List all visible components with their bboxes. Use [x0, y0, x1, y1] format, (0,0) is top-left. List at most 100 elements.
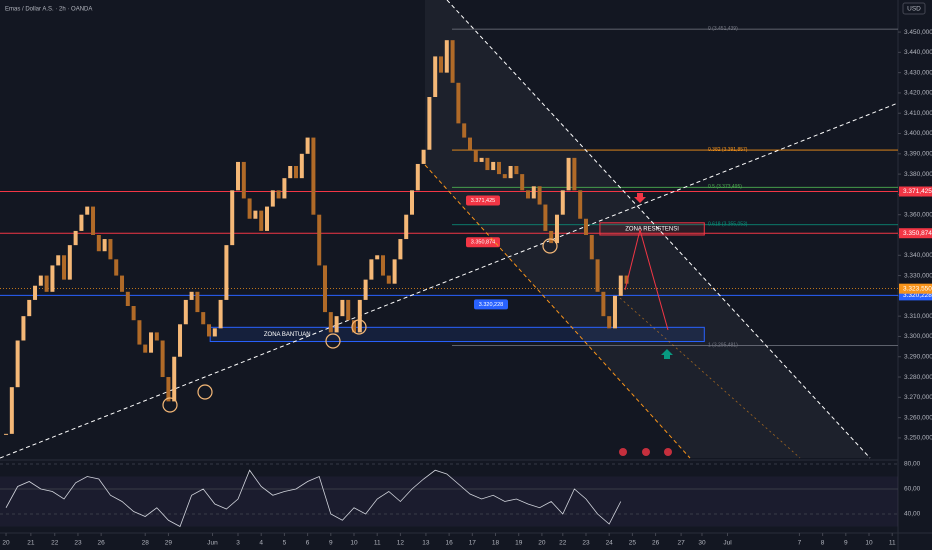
fib-label: 1 (3.295,481) [708, 342, 738, 348]
candle [137, 320, 142, 345]
event-icon [664, 448, 672, 456]
candle [241, 161, 246, 199]
candle [4, 433, 9, 435]
candle [9, 387, 14, 434]
x-tick-label: 17 [469, 540, 477, 547]
candle [178, 324, 183, 357]
candle [79, 214, 84, 231]
x-tick-label: 6 [306, 540, 310, 547]
candle [212, 328, 217, 337]
y-tick-label: 3.330,000 [904, 272, 932, 279]
projection [624, 228, 669, 331]
x-tick-label: 28 [142, 540, 150, 547]
x-tick-label: 22 [559, 540, 567, 547]
swing-marker [325, 333, 341, 349]
y-tick-label: 3.250,000 [904, 435, 932, 442]
candle [172, 356, 177, 402]
candle [485, 157, 490, 171]
candle [572, 157, 577, 191]
x-tick-label: 16 [445, 540, 453, 547]
candle [537, 186, 542, 205]
candle [282, 178, 287, 199]
candle [108, 239, 113, 260]
swing-marker [351, 319, 367, 335]
candle [415, 163, 420, 191]
candle [467, 137, 472, 150]
y-tick-label: 3.440,000 [904, 49, 932, 56]
zone-label: ZONA BANTUAN [264, 332, 311, 338]
candle [549, 230, 554, 244]
candle [44, 275, 49, 292]
candle [404, 214, 409, 240]
x-tick-label: 19 [515, 540, 523, 547]
candle [247, 198, 252, 219]
candle [85, 206, 90, 215]
rsi-tick-label: 80,00 [904, 461, 921, 468]
candle [340, 299, 345, 317]
candle [346, 299, 351, 321]
candle [114, 259, 119, 276]
x-tick-label: 5 [283, 540, 287, 547]
y-tick-label: 3.380,000 [904, 171, 932, 178]
candle [392, 259, 397, 284]
candle [230, 190, 235, 246]
candle [618, 275, 623, 296]
x-tick-label: 23 [582, 540, 590, 547]
y-tick-label: 3.390,000 [904, 151, 932, 158]
axis-tag-label: 3.320,228 [903, 292, 932, 299]
x-tick-label: 13 [422, 540, 430, 547]
candle [183, 299, 188, 325]
candle [456, 82, 461, 124]
candle [433, 56, 438, 97]
candle [525, 190, 530, 199]
candle [543, 204, 548, 231]
x-tick-label: 20 [538, 540, 546, 547]
x-tick-label: 9 [329, 540, 333, 547]
x-tick-label: 26 [652, 540, 660, 547]
candle [120, 275, 125, 292]
event-icon [619, 448, 627, 456]
x-tick-label: 11 [889, 540, 896, 547]
rsi-tick-label: 40,00 [904, 511, 921, 518]
candle [305, 137, 310, 154]
candle [236, 161, 241, 191]
x-tick-label: 27 [677, 540, 685, 547]
x-tick-label: Jun [207, 540, 218, 547]
candle [265, 206, 270, 231]
level-tag [474, 299, 508, 310]
level-tag-label: 3.350,874 [471, 240, 495, 246]
y-tick-label: 3.260,000 [904, 414, 932, 421]
candle [50, 265, 55, 292]
x-tick-label: 10 [865, 540, 873, 547]
zone [599, 222, 705, 236]
candle [520, 174, 525, 191]
axis-tag [899, 186, 932, 197]
candle [560, 190, 565, 215]
candle [514, 165, 519, 175]
fib-label: 0.618 (3.355,053) [708, 222, 748, 228]
x-tick-label: 22 [51, 540, 59, 547]
candle [253, 210, 258, 219]
x-tick-label: 20 [2, 540, 10, 547]
candle [96, 234, 101, 252]
x-tick-label: 4 [259, 540, 263, 547]
swing-marker [162, 397, 178, 413]
candle [38, 275, 43, 286]
rsi-line [5, 469, 622, 528]
y-tick-label: 3.300,000 [904, 333, 932, 340]
candle [438, 56, 443, 73]
candle [276, 190, 281, 199]
candle [427, 96, 432, 150]
candle [502, 174, 507, 179]
candle [473, 149, 478, 162]
candle [531, 186, 536, 199]
x-tick-label: 25 [629, 540, 637, 547]
candle [67, 245, 72, 280]
x-tick-label: 23 [74, 540, 82, 547]
candle [357, 299, 362, 333]
candle [311, 137, 316, 215]
channel-line [619, 297, 801, 459]
